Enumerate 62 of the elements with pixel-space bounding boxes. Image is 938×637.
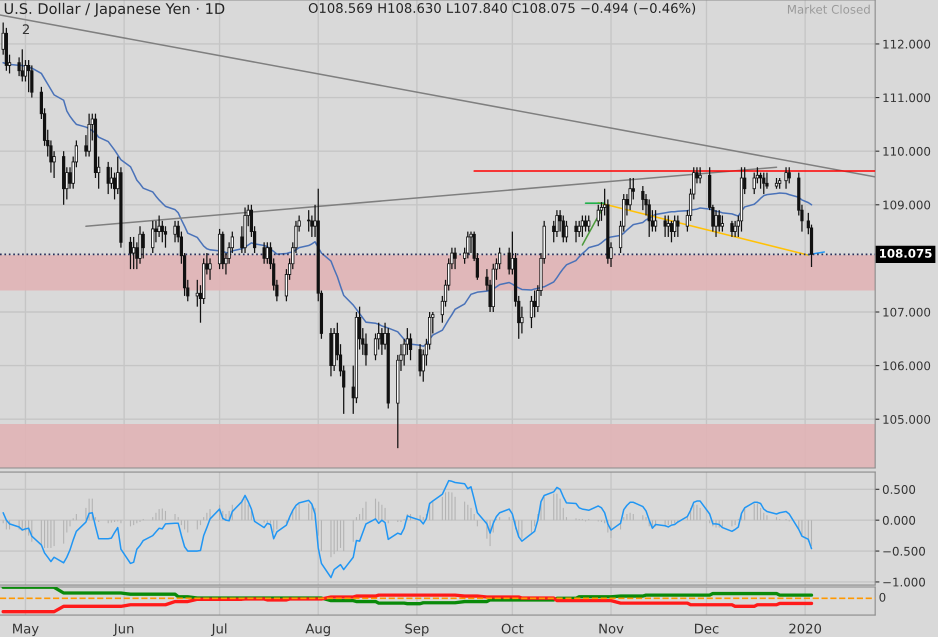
y-tick-label: 111.000: [883, 93, 930, 102]
candlestick: [196, 279, 199, 308]
x-tick-label: Oct: [502, 624, 524, 634]
x-tick-label: May: [13, 624, 39, 636]
candlestick: [587, 214, 590, 232]
annotation: 2: [22, 24, 29, 34]
candlestick: [574, 220, 578, 243]
candlestick: [774, 177, 778, 190]
candlestick: [151, 220, 154, 254]
x-tick-label: 2020: [789, 624, 822, 634]
candlestick: [208, 258, 212, 280]
candlestick: [128, 236, 132, 270]
y-tick-label: −1.000: [883, 578, 926, 587]
x-tick-label: Jun: [113, 624, 134, 636]
y-tick-label: 106.000: [883, 361, 930, 370]
candlestick: [714, 210, 718, 238]
candlestick: [664, 214, 667, 238]
y-tick-label: −0.500: [883, 546, 926, 556]
line-series: [2, 480, 812, 578]
candlestick: [596, 204, 600, 227]
chart-subtitle: O108.569 H108.630 L107.840 C108.075 −0.494 (−0.46%): [308, 2, 696, 15]
candlestick: [266, 242, 269, 264]
candlestick: [730, 220, 734, 238]
candlestick: [698, 166, 702, 184]
candlestick: [132, 236, 136, 270]
candlestick: [784, 166, 788, 190]
candlestick: [142, 230, 145, 260]
candlestick: [778, 177, 782, 190]
y-tick-label: 0.500: [882, 485, 916, 494]
candlestick: [752, 172, 756, 195]
candlestick: [453, 247, 457, 270]
candlestick: [718, 210, 721, 232]
x-tick-label: Aug: [305, 624, 330, 636]
candlestick: [762, 172, 766, 195]
candlestick: [676, 214, 680, 238]
chart-title: U.S. Dollar / Japanese Yen · 1D: [4, 2, 224, 17]
candlestick: [654, 210, 658, 232]
y-tick-label: 112.000: [883, 40, 930, 49]
candlestick: [112, 172, 116, 200]
x-tick-label: Jul: [210, 623, 226, 636]
y-tick-label: 0.000: [882, 516, 916, 525]
y-tick-label: 105.000: [883, 414, 930, 424]
ref-line-label: 0: [879, 592, 886, 602]
candlestick: [106, 161, 110, 195]
candlestick: [580, 214, 584, 238]
candlestick: [173, 220, 177, 243]
annotation: Market Closed: [788, 4, 870, 14]
ref-line-label: 108.075: [880, 248, 932, 258]
candlestick: [110, 166, 113, 190]
candlestick: [720, 214, 724, 232]
candlestick: [564, 220, 568, 243]
candlestick: [788, 166, 791, 184]
candlestick: [584, 214, 588, 232]
x-tick-label: Dec: [695, 624, 718, 634]
y-tick-label: 107.000: [883, 308, 930, 317]
candlestick: [262, 242, 266, 264]
y-tick-label: 109.000: [883, 200, 930, 210]
x-tick-label: Nov: [599, 624, 624, 634]
candlestick: [20, 48, 24, 82]
candlestick: [666, 214, 670, 238]
x-tick-label: Sep: [405, 624, 429, 636]
y-tick-label: 110.000: [883, 146, 930, 156]
